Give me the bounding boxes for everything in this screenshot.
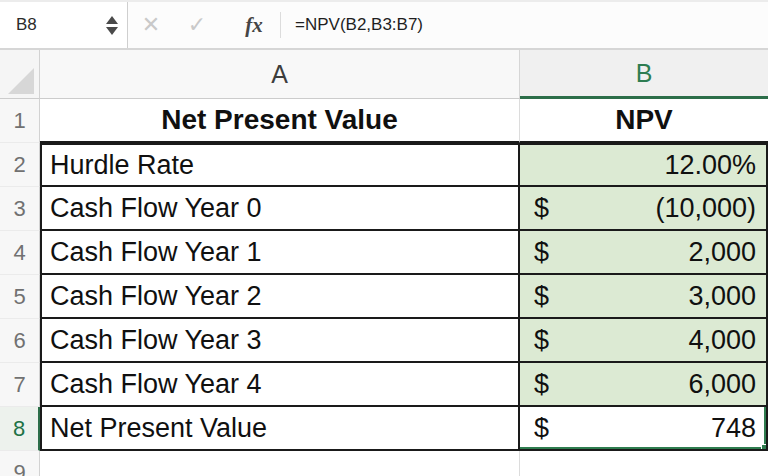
currency-symbol: $ — [534, 369, 549, 400]
row-header-9[interactable]: 9 — [0, 451, 40, 476]
column-header-B[interactable]: B — [520, 50, 768, 99]
stepper-up-icon[interactable] — [106, 16, 118, 24]
row-header-4[interactable]: 4 — [0, 231, 40, 275]
cell-A6[interactable]: Cash Flow Year 3 — [40, 319, 520, 363]
cell-amount: 2,000 — [688, 237, 756, 268]
cell-amount: 3,000 — [688, 281, 756, 312]
cell-B3[interactable]: $ (10,000) — [520, 187, 768, 231]
formula-input[interactable]: =NPV(B2,B3:B7) — [281, 2, 768, 48]
cell-amount: (10,000) — [655, 193, 756, 224]
cell-amount: 748 — [711, 413, 756, 444]
cell-A2[interactable]: Hurdle Rate — [40, 143, 520, 187]
column-header-A[interactable]: A — [40, 50, 520, 99]
cell-A5[interactable]: Cash Flow Year 2 — [40, 275, 520, 319]
sheet-grid: A B 1 Net Present Value NPV 2 Hurdle Rat… — [0, 50, 768, 476]
row-header-7[interactable]: 7 — [0, 363, 40, 407]
row-header-2[interactable]: 2 — [0, 143, 40, 187]
row-header-6[interactable]: 6 — [0, 319, 40, 363]
cell-amount: 6,000 — [688, 369, 756, 400]
row-header-5[interactable]: 5 — [0, 275, 40, 319]
cell-B7[interactable]: $ 6,000 — [520, 363, 768, 407]
cancel-icon[interactable]: ✕ — [128, 2, 174, 48]
cell-A3[interactable]: Cash Flow Year 0 — [40, 187, 520, 231]
cell-A4[interactable]: Cash Flow Year 1 — [40, 231, 520, 275]
selection-fill-handle[interactable] — [761, 444, 768, 451]
insert-function-icon[interactable]: fx — [228, 2, 280, 48]
row-header-1[interactable]: 1 — [0, 99, 40, 143]
cell-B1[interactable]: NPV — [520, 99, 768, 143]
cell-A1[interactable]: Net Present Value — [40, 99, 520, 143]
cell-amount: 4,000 — [688, 325, 756, 356]
name-box-stepper[interactable] — [106, 16, 118, 35]
cell-B6[interactable]: $ 4,000 — [520, 319, 768, 363]
cell-B8-selected[interactable]: $ 748 — [520, 407, 768, 451]
cell-B9[interactable] — [520, 451, 768, 476]
cell-B5[interactable]: $ 3,000 — [520, 275, 768, 319]
cell-B4[interactable]: $ 2,000 — [520, 231, 768, 275]
active-cell-reference: B8 — [16, 15, 37, 35]
cell-A9[interactable] — [40, 451, 520, 476]
cell-A7[interactable]: Cash Flow Year 4 — [40, 363, 520, 407]
formula-bar: B8 ✕ ✓ fx =NPV(B2,B3:B7) — [0, 0, 768, 50]
currency-symbol: $ — [534, 281, 549, 312]
select-all-triangle-icon — [8, 68, 34, 94]
cell-B2[interactable]: 12.00% — [520, 143, 768, 187]
stepper-down-icon[interactable] — [106, 27, 118, 35]
name-box[interactable]: B8 — [0, 2, 128, 48]
currency-symbol: $ — [534, 325, 549, 356]
currency-symbol: $ — [534, 193, 549, 224]
currency-symbol: $ — [534, 237, 549, 268]
confirm-icon[interactable]: ✓ — [174, 2, 220, 48]
row-header-3[interactable]: 3 — [0, 187, 40, 231]
currency-symbol: $ — [534, 413, 549, 444]
cell-A8[interactable]: Net Present Value — [40, 407, 520, 451]
row-header-8[interactable]: 8 — [0, 407, 40, 451]
select-all-corner[interactable] — [0, 50, 40, 99]
spreadsheet-app: B8 ✕ ✓ fx =NPV(B2,B3:B7) A B 1 Net Prese… — [0, 0, 768, 476]
